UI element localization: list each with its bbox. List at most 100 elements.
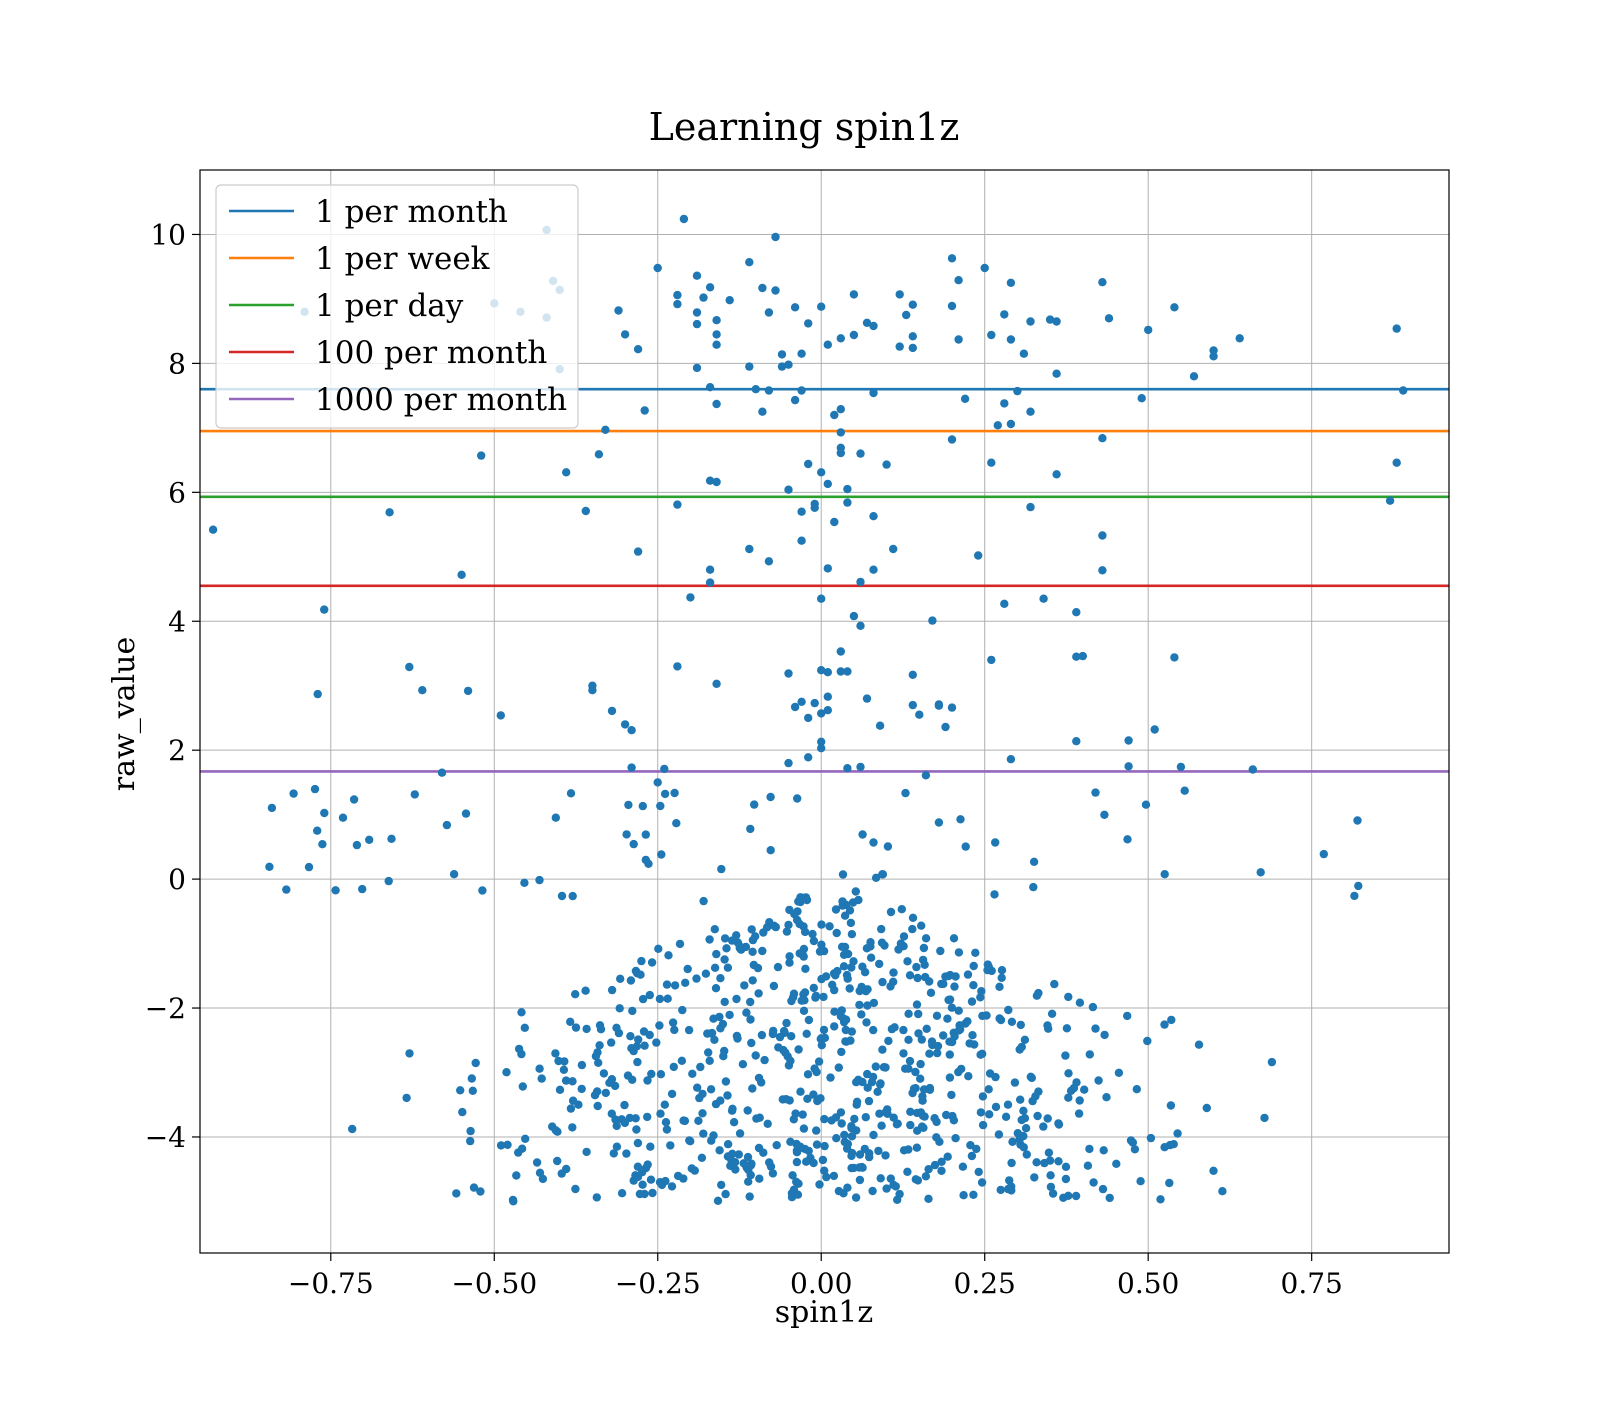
data-point <box>1267 1057 1277 1067</box>
data-point <box>410 790 419 799</box>
data-point <box>735 1129 745 1138</box>
data-point <box>1030 1173 1039 1182</box>
data-point <box>637 956 646 966</box>
data-point <box>1209 1166 1218 1176</box>
data-point <box>969 961 978 971</box>
data-point <box>310 784 320 794</box>
data-point <box>913 1126 922 1135</box>
data-point <box>656 1070 666 1079</box>
data-point <box>847 1122 856 1131</box>
data-point <box>720 997 729 1007</box>
data-point <box>878 1045 887 1054</box>
data-point <box>757 1078 766 1087</box>
data-point <box>809 936 819 946</box>
data-point <box>943 1152 952 1161</box>
data-point <box>977 987 986 996</box>
data-point <box>1019 1143 1028 1152</box>
data-point <box>753 963 763 973</box>
data-point <box>452 1189 461 1198</box>
legend: 1 per month 1 per week 1 per day 100 per mo… <box>215 184 579 429</box>
data-point <box>843 764 852 773</box>
data-point <box>817 594 826 603</box>
data-point <box>735 942 744 951</box>
data-point <box>746 997 755 1007</box>
data-point <box>699 293 708 302</box>
data-point <box>968 1031 977 1040</box>
data-point <box>320 605 329 614</box>
data-point <box>1112 1159 1121 1169</box>
data-point <box>633 1138 643 1148</box>
data-point <box>476 1187 485 1196</box>
data-point <box>829 1171 839 1181</box>
data-point <box>905 1056 915 1066</box>
data-point <box>1160 1143 1169 1152</box>
data-point <box>903 1167 912 1177</box>
data-point <box>566 1017 575 1026</box>
data-point <box>906 1107 915 1117</box>
data-point <box>638 1180 647 1189</box>
data-point <box>1354 881 1363 891</box>
data-point <box>512 1171 521 1180</box>
data-point <box>612 1142 622 1151</box>
data-point <box>969 1190 978 1200</box>
data-point <box>645 1030 654 1040</box>
data-point <box>738 1060 748 1069</box>
data-point <box>653 263 662 273</box>
data-point <box>789 1185 799 1194</box>
data-point <box>467 1074 476 1083</box>
data-point <box>820 1114 829 1124</box>
data-point <box>1061 1051 1070 1060</box>
data-point <box>1050 979 1059 989</box>
data-point <box>668 1018 678 1027</box>
data-point <box>673 299 682 309</box>
data-point <box>847 1132 857 1141</box>
data-point <box>601 1088 610 1098</box>
data-point <box>1098 278 1107 287</box>
data-point <box>607 706 617 716</box>
data-point <box>520 1023 529 1032</box>
data-point <box>797 697 806 706</box>
data-point <box>745 544 754 554</box>
data-point <box>908 913 918 922</box>
data-point <box>860 968 870 977</box>
data-point <box>660 789 670 799</box>
data-point <box>834 1186 844 1196</box>
data-point <box>662 980 672 989</box>
data-point <box>855 1175 865 1185</box>
data-point <box>1137 394 1146 403</box>
data-point <box>660 1100 669 1109</box>
data-point <box>787 1032 796 1041</box>
y-tick-label: 0 <box>168 863 186 896</box>
data-point <box>566 1104 576 1113</box>
data-point <box>877 1121 886 1130</box>
data-point <box>384 876 393 886</box>
data-point <box>713 1196 723 1206</box>
data-point <box>612 1023 621 1032</box>
data-point <box>1399 386 1408 395</box>
data-point <box>1075 1096 1084 1105</box>
data-point <box>758 283 767 293</box>
data-point <box>911 1067 920 1077</box>
data-point <box>1194 1040 1204 1049</box>
data-point <box>857 1010 866 1019</box>
data-point <box>331 886 340 895</box>
data-point <box>624 800 633 810</box>
data-point <box>679 1174 688 1183</box>
data-point <box>766 792 775 802</box>
data-point <box>902 310 911 320</box>
data-point <box>837 1047 846 1057</box>
data-point <box>1026 502 1035 512</box>
data-point <box>626 976 636 985</box>
data-point <box>877 938 887 947</box>
data-point <box>1123 1011 1132 1021</box>
data-point <box>947 301 957 311</box>
data-point <box>786 1137 795 1147</box>
y-tick-label: 6 <box>168 476 186 509</box>
data-point <box>764 557 774 566</box>
data-point <box>1043 1114 1052 1123</box>
data-point <box>804 459 813 469</box>
data-point <box>706 1085 716 1094</box>
data-point <box>706 1029 716 1038</box>
data-point <box>712 949 721 959</box>
data-point <box>728 1104 737 1114</box>
